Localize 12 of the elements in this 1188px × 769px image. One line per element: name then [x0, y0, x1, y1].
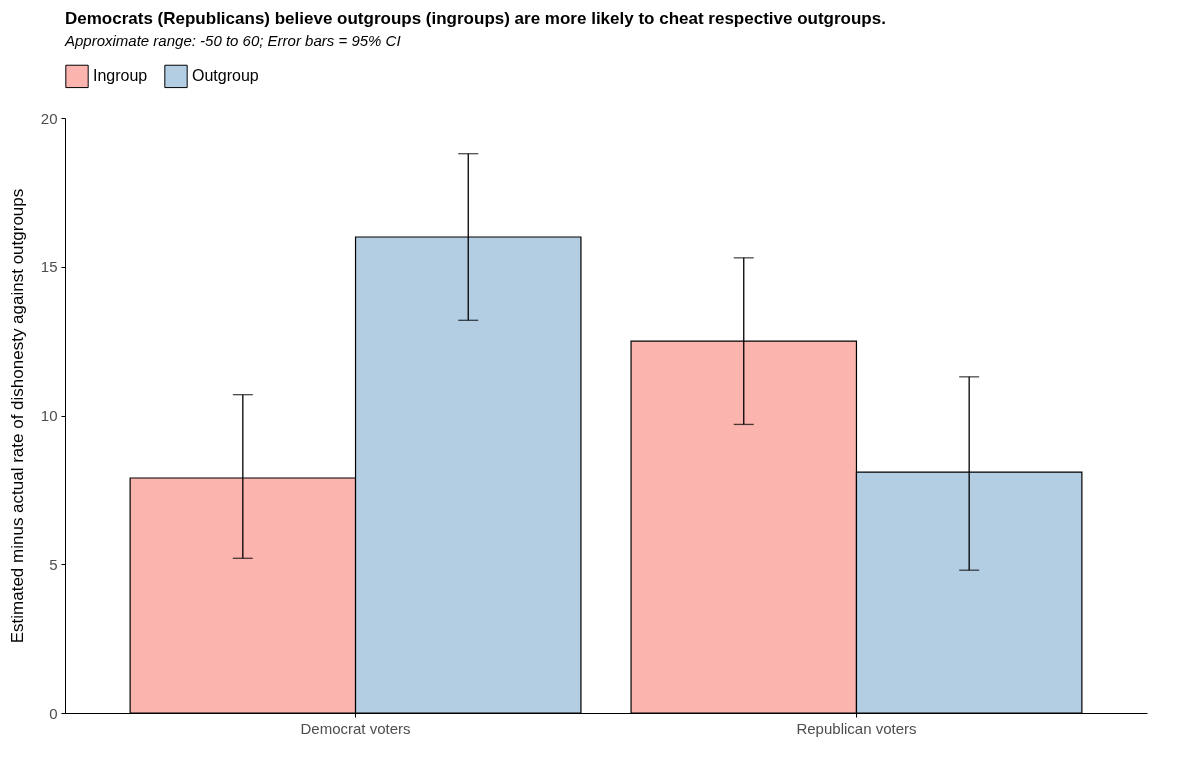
chart-subtitle: Approximate range: -50 to 60; Error bars = 95% CI — [64, 32, 401, 49]
x-tick-label: Democrat voters — [300, 719, 411, 737]
y-tick-label: 0 — [49, 704, 58, 722]
y-tick-label: 5 — [49, 555, 58, 573]
y-tick-label: 20 — [40, 109, 58, 127]
y-tick-label: 15 — [40, 258, 58, 276]
y-tick-label: 10 — [40, 407, 58, 424]
legend-label: Outgroup — [192, 67, 259, 85]
chart-title: Democrats (Republicans) believe outgroups (ingroups) are more likely to cheat respective outgroups. — [65, 9, 886, 28]
y-axis-title: Estimated minus actual rate of dishonesty against outgroups — [7, 188, 27, 644]
x-tick-label: Republican voters — [796, 719, 917, 737]
legend-label: Ingroup — [93, 67, 148, 85]
